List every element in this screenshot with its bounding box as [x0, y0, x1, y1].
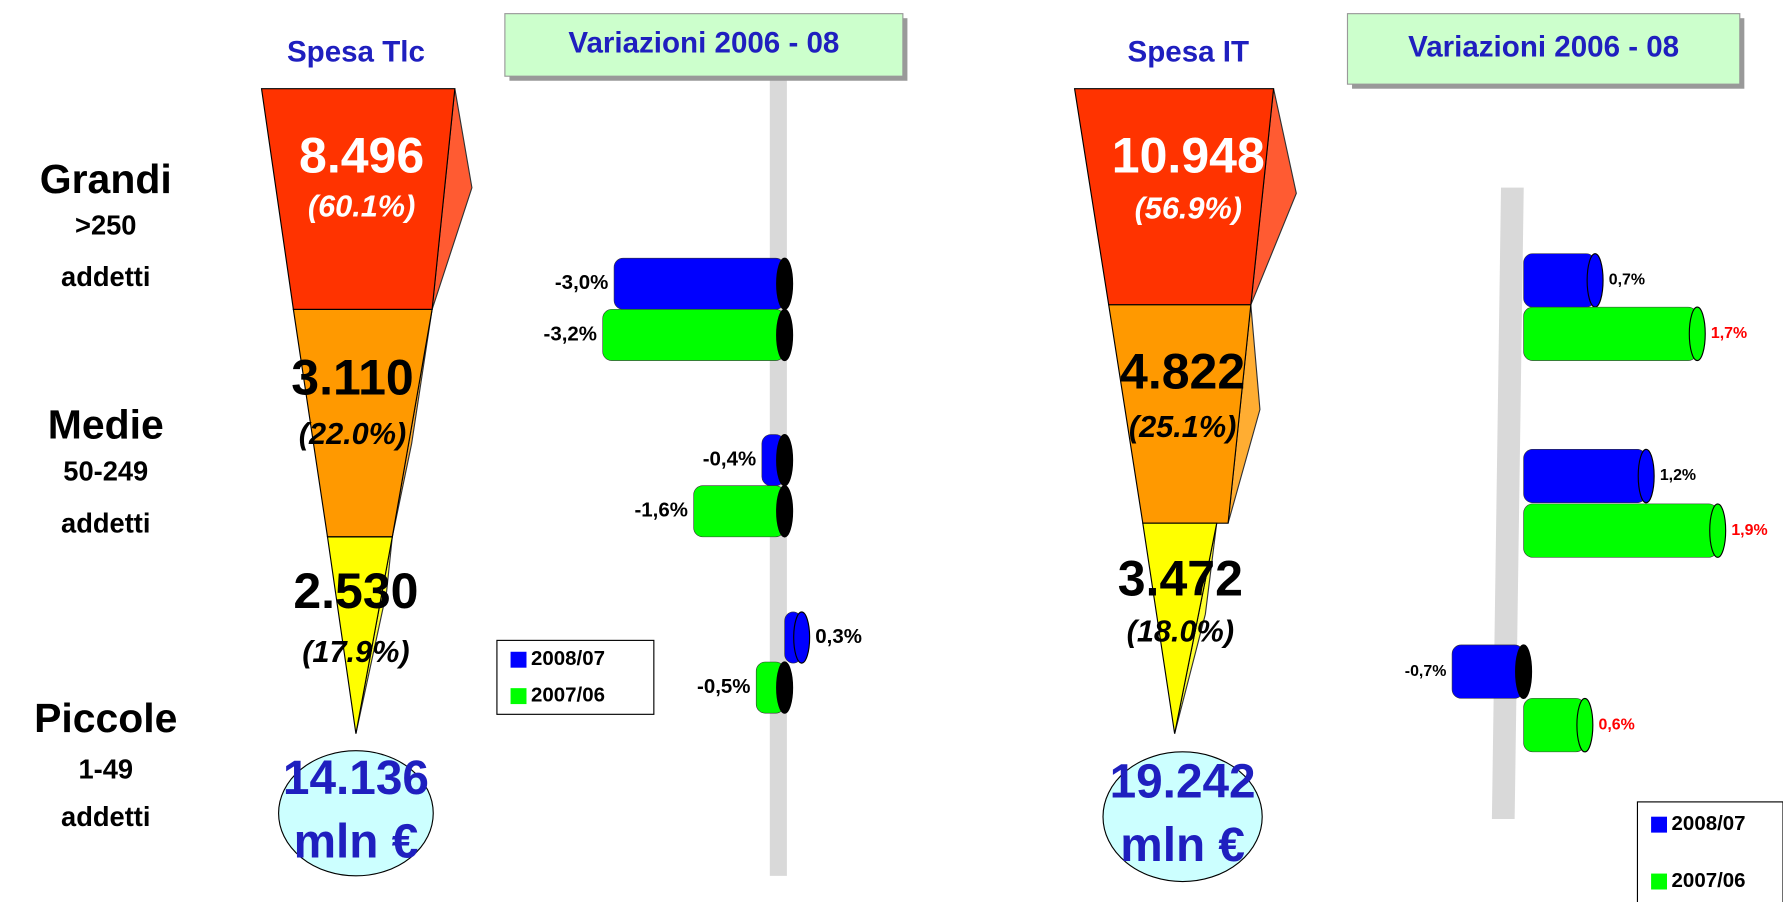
title-box	[1346, 13, 1741, 85]
segment-share: (60.1%)	[308, 188, 415, 223]
bar	[1451, 644, 1524, 699]
legend-swatch	[510, 651, 527, 668]
panel-title: Variazioni 2006 - 08	[1408, 31, 1679, 64]
category-label: Medie	[48, 401, 164, 447]
bar-cap	[776, 661, 794, 714]
legend-label: 2008/07	[531, 647, 605, 670]
legend-swatch	[1651, 873, 1668, 890]
total-value: 14.136	[283, 752, 429, 805]
value-label: 1,7%	[1711, 325, 1747, 342]
legend-label: 2007/06	[531, 684, 605, 707]
value-label: -0,5%	[697, 675, 750, 698]
total-unit: mln €	[1120, 819, 1245, 872]
segment-value: 8.496	[299, 127, 424, 183]
bar-cap	[1688, 306, 1706, 362]
axis-band	[1491, 187, 1524, 819]
bar-cap	[793, 611, 811, 664]
value-label: 0,3%	[815, 625, 862, 648]
segment-value: 2.530	[293, 563, 418, 619]
value-label: -0,4%	[703, 448, 756, 471]
segment-share: (18.0%)	[1127, 614, 1234, 649]
segment-share: (25.1%)	[1129, 409, 1236, 444]
value-label: 1,9%	[1731, 522, 1767, 539]
title-box	[504, 13, 904, 77]
bar-cap	[776, 308, 794, 362]
total-bubble	[1102, 751, 1263, 883]
panel-title: Variazioni 2006 - 08	[568, 27, 839, 60]
category-sublabel: 50-249	[63, 455, 148, 486]
category-sublabel: 1-49	[78, 753, 133, 784]
segment-share: (56.9%)	[1135, 191, 1242, 226]
bar-cap	[1576, 697, 1594, 753]
bar	[602, 309, 785, 361]
segment-value: 10.948	[1112, 127, 1265, 183]
value-label: 0,7%	[1609, 272, 1645, 289]
segment-value: 3.110	[291, 349, 413, 405]
bar	[1523, 698, 1586, 753]
bar-cap	[776, 485, 794, 538]
value-label: -1,6%	[634, 499, 687, 522]
funnel-segment	[1108, 304, 1252, 524]
bar-cap	[776, 433, 794, 487]
category-sublabel: addetti	[61, 801, 150, 832]
segment-value: 3.472	[1118, 551, 1243, 607]
funnel-segment	[326, 536, 393, 734]
bar-cap	[1586, 253, 1604, 308]
funnel-segment	[1142, 522, 1218, 734]
bar-cap	[1637, 448, 1655, 504]
segment-share: (17.9%)	[302, 634, 409, 669]
category-sublabel: >250	[75, 210, 136, 241]
category-sublabel: addetti	[61, 508, 150, 539]
funnel-title: Spesa Tlc	[287, 35, 425, 68]
bar-cap	[776, 257, 794, 310]
bar	[693, 485, 785, 538]
total-bubble	[278, 750, 434, 877]
segment-value: 4.822	[1120, 344, 1245, 400]
legend-swatch	[1651, 816, 1668, 833]
category-label: Grandi	[40, 156, 172, 202]
total-unit: mln €	[294, 816, 419, 869]
legend-label: 2007/06	[1672, 869, 1746, 892]
value-label: 0,6%	[1599, 716, 1635, 733]
total-value: 19.242	[1110, 755, 1256, 808]
bar	[1523, 306, 1698, 361]
value-label: -3,0%	[555, 271, 608, 294]
funnel-title: Spesa IT	[1128, 35, 1250, 68]
bar-cap	[1709, 503, 1727, 558]
bar	[1523, 449, 1647, 504]
segment-share: (22.0%)	[299, 416, 406, 451]
value-label: -0,7%	[1405, 663, 1447, 680]
value-label: -3,2%	[544, 322, 597, 345]
bar	[613, 257, 785, 310]
category-label: Piccole	[34, 695, 177, 741]
legend-swatch	[510, 688, 527, 705]
legend-label: 2008/07	[1672, 812, 1746, 835]
bar-cap	[1515, 644, 1533, 699]
bar	[1523, 253, 1596, 308]
value-label: 1,2%	[1660, 467, 1696, 484]
bar	[1523, 503, 1718, 558]
category-sublabel: addetti	[61, 261, 150, 292]
